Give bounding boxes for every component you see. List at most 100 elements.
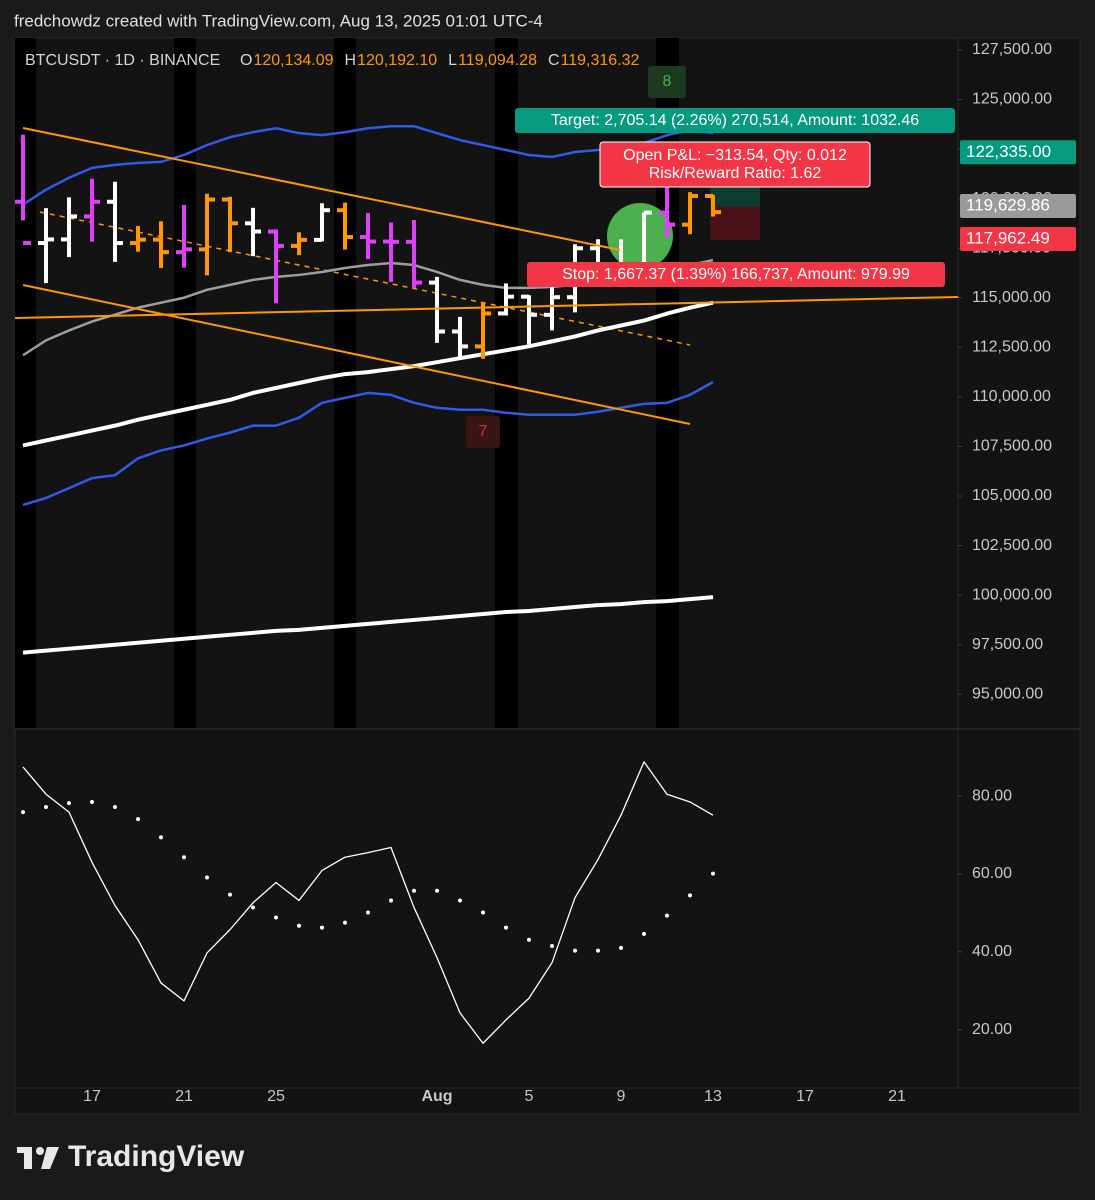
legend-value: 119,094.28 bbox=[458, 52, 537, 69]
dot bbox=[619, 945, 623, 950]
y-tick-label: 105,000.00 bbox=[972, 487, 1052, 504]
y-tick-label: 97,500.00 bbox=[972, 636, 1043, 653]
legend-label: C bbox=[548, 52, 560, 69]
trendlines bbox=[14, 127, 959, 425]
dot bbox=[688, 893, 692, 898]
y-tick-label: 110,000.00 bbox=[972, 388, 1051, 405]
x-tick-label: 25 bbox=[267, 1088, 285, 1105]
logo-part bbox=[24, 1147, 32, 1169]
dot bbox=[297, 923, 301, 928]
dot bbox=[228, 892, 232, 897]
price-label-box bbox=[960, 140, 1076, 165]
price-label-box bbox=[960, 227, 1076, 252]
band bbox=[174, 38, 196, 728]
indicator-line bbox=[22, 300, 714, 448]
band bbox=[15, 38, 36, 728]
x-tick-label: 5 bbox=[525, 1088, 534, 1105]
x-tick-label: 13 bbox=[704, 1088, 722, 1105]
y-tick-label: 80.00 bbox=[972, 787, 1012, 804]
price-label: 117,962.49 bbox=[966, 228, 1050, 247]
y-tick-label: 40.00 bbox=[972, 943, 1012, 960]
y-tick-label: 112,500.00 bbox=[972, 339, 1051, 356]
position-tool: 8 7 Target: 2,705.14 (2.26%) 270,514, Am… bbox=[466, 66, 955, 448]
x-tick-label: 21 bbox=[888, 1088, 906, 1105]
pnl-text: Open P&L: −313.54, Qty: 0.012 bbox=[623, 147, 847, 164]
dot bbox=[550, 943, 554, 948]
dot bbox=[251, 905, 255, 910]
legend-value: 120,134.09 bbox=[253, 52, 333, 69]
price-label: 119,629.86 bbox=[966, 195, 1050, 214]
dot bbox=[642, 931, 646, 936]
dot bbox=[412, 888, 416, 893]
indicator-line bbox=[22, 761, 714, 1044]
dot bbox=[67, 801, 71, 806]
price-label: 122,335.00 bbox=[966, 142, 1051, 161]
dot bbox=[182, 855, 186, 860]
trendline bbox=[14, 296, 959, 319]
y-tick-label: 127,500.00 bbox=[972, 41, 1052, 58]
dot bbox=[343, 920, 347, 925]
band bbox=[495, 38, 518, 728]
y-tick-label: 100,000.00 bbox=[972, 586, 1052, 603]
risk-reward-text: Risk/Reward Ratio: 1.62 bbox=[649, 165, 822, 182]
dot bbox=[481, 910, 485, 915]
highlight-circle bbox=[607, 203, 673, 269]
dot bbox=[389, 898, 393, 903]
dot bbox=[527, 937, 531, 942]
stop-text: Stop: 1,667.37 (1.39%) 166,737, Amount: … bbox=[562, 266, 910, 283]
dot bbox=[90, 799, 94, 804]
dot bbox=[665, 913, 669, 918]
ohlc-legend: O 120,134.09 H 120,192.10 L 119,094.28 C 119,31… bbox=[240, 52, 640, 69]
logo bbox=[17, 1147, 59, 1169]
dot bbox=[136, 817, 140, 822]
marker-down: 7 bbox=[479, 423, 488, 440]
y-tick-label: 60.00 bbox=[972, 865, 1012, 882]
indicator-line bbox=[22, 595, 714, 655]
legend-value: 119,316.32 bbox=[561, 52, 640, 69]
dot bbox=[21, 810, 25, 815]
x-tick-label: 17 bbox=[796, 1088, 814, 1105]
indicator-line bbox=[22, 124, 714, 206]
dot bbox=[458, 898, 462, 903]
brand: TradingView bbox=[68, 1140, 245, 1173]
dot bbox=[573, 948, 577, 953]
dashed-trendline bbox=[39, 211, 691, 346]
x-tick-label: Aug bbox=[421, 1088, 452, 1105]
x-tick-label: 17 bbox=[83, 1088, 101, 1105]
legend-label: L bbox=[448, 52, 457, 69]
legend: BTCUSDT · 1D · BINANCE O 120,134.09 H 120,1… bbox=[25, 52, 640, 69]
marker-box bbox=[466, 416, 500, 448]
marker-up: 8 bbox=[663, 73, 672, 90]
logo-part bbox=[41, 1147, 59, 1169]
y-tick-label: 115,000.00 bbox=[972, 289, 1051, 306]
y-tick-label: 20.00 bbox=[972, 1021, 1012, 1038]
trendline bbox=[22, 284, 691, 425]
x-tick-label: 21 bbox=[175, 1088, 193, 1105]
legend-label: O bbox=[240, 52, 252, 69]
target-text: Target: 2,705.14 (2.26%) 270,514, Amount… bbox=[551, 112, 919, 129]
y-tick-label: 125,000.00 bbox=[972, 91, 1052, 108]
drawings bbox=[39, 180, 760, 346]
attribution: fredchowdz created with TradingView.com,… bbox=[14, 11, 543, 30]
dot bbox=[504, 925, 508, 930]
band bbox=[656, 38, 679, 728]
dot bbox=[159, 835, 163, 840]
legend-label: H bbox=[345, 52, 357, 69]
dot bbox=[44, 805, 48, 810]
price-label-box bbox=[960, 193, 1076, 218]
logo-part bbox=[36, 1147, 44, 1155]
dot bbox=[711, 871, 715, 876]
dot bbox=[596, 948, 600, 953]
target-box bbox=[515, 108, 955, 133]
marker-box bbox=[648, 66, 686, 98]
stop-box bbox=[527, 262, 945, 287]
dot bbox=[274, 915, 278, 920]
dot bbox=[366, 910, 370, 915]
dot bbox=[113, 805, 117, 810]
pnl-box bbox=[599, 141, 871, 188]
session-bands bbox=[15, 38, 679, 728]
y-tick-label: 107,500.00 bbox=[972, 438, 1052, 455]
dot bbox=[320, 925, 324, 930]
dot bbox=[205, 875, 209, 880]
